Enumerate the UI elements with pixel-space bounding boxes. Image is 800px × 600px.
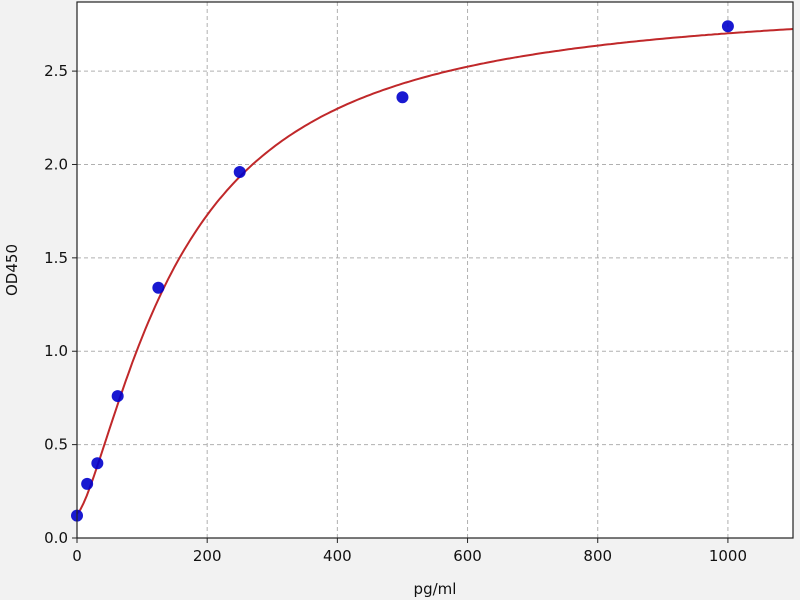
x-tick-label: 0 xyxy=(72,547,82,565)
axes: 0 200 400 600 800 1000 0.0 0.5 1.0 1.5 2.0 2.5 xyxy=(44,62,747,565)
y-tick-label: 0.0 xyxy=(44,529,68,547)
y-tick-label: 2.0 xyxy=(44,155,68,173)
data-point xyxy=(111,390,124,403)
y-tick-label: 0.5 xyxy=(44,436,68,454)
plot-area xyxy=(77,2,793,538)
y-tick-label: 1.0 xyxy=(44,342,68,360)
y-axis-label: OD450 xyxy=(3,244,21,296)
data-point xyxy=(152,281,165,294)
x-tick-label: 400 xyxy=(323,547,352,565)
data-point xyxy=(721,20,734,33)
data-point xyxy=(91,457,104,470)
data-point xyxy=(81,477,94,490)
data-points xyxy=(71,20,734,522)
data-point xyxy=(396,91,409,104)
x-tick-label: 600 xyxy=(453,547,482,565)
y-tick-label: 2.5 xyxy=(44,62,68,80)
x-tick-label: 800 xyxy=(583,547,612,565)
y-tick-label: 1.5 xyxy=(44,249,68,267)
x-tick-label: 200 xyxy=(193,547,222,565)
x-tick-label: 1000 xyxy=(709,547,747,565)
plot-frame xyxy=(76,1,794,539)
fit-curve xyxy=(76,28,794,515)
x-axis-label: pg/ml xyxy=(414,580,457,598)
data-point xyxy=(233,165,246,178)
